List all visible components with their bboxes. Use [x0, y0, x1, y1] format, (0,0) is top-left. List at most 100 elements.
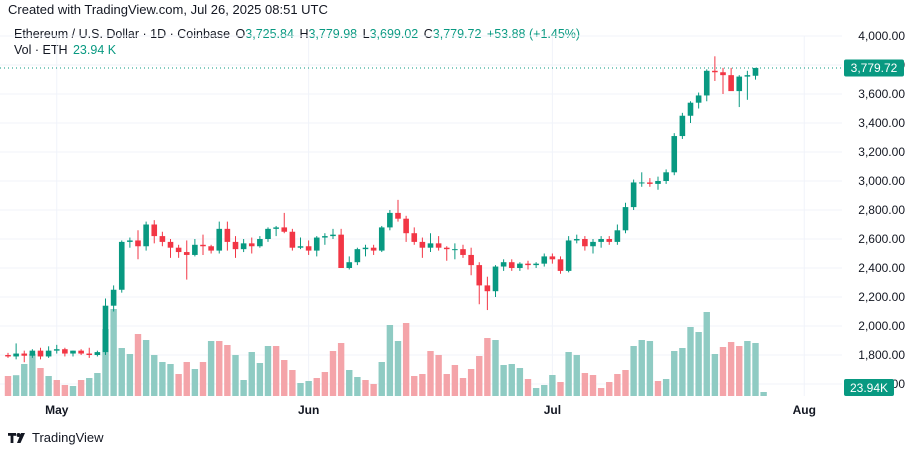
candle-body	[695, 95, 702, 103]
volume-bar	[736, 346, 743, 396]
candle	[703, 69, 710, 102]
volume-bar	[419, 374, 426, 396]
candle	[744, 70, 751, 100]
candle	[638, 172, 645, 187]
candle-body	[736, 76, 743, 92]
close-value: 3,779.72	[432, 27, 482, 41]
high-label: H	[299, 27, 309, 41]
volume-bar	[272, 346, 280, 396]
volume-bar	[102, 329, 109, 396]
volume-bar	[541, 385, 548, 396]
volume-bar	[142, 340, 150, 396]
candle	[21, 350, 28, 363]
candle-body	[118, 241, 125, 290]
candle	[289, 228, 296, 251]
current-volume-tag: 23.94K	[844, 379, 894, 396]
volume-bar	[305, 381, 312, 396]
volume-bar	[240, 380, 247, 396]
candle-body	[500, 262, 507, 267]
y-tick-label: 3,400.00	[858, 116, 905, 130]
candle	[452, 243, 458, 260]
candle-body	[224, 228, 231, 242]
candle	[110, 285, 117, 312]
volume-bar	[207, 341, 215, 396]
candle-body	[78, 350, 84, 354]
candle-body	[712, 70, 718, 73]
candle-body	[452, 249, 458, 251]
candle-body	[354, 249, 361, 263]
candle	[517, 262, 523, 271]
grid-lines	[0, 35, 842, 396]
time-axis[interactable]: May Jun Jul Aug	[45, 403, 816, 417]
volume-bar	[232, 355, 239, 396]
candle-body	[484, 285, 491, 292]
close-label: C	[423, 27, 433, 41]
y-tick-label: 3,000.00	[858, 174, 905, 188]
candle	[118, 240, 125, 293]
candle	[598, 236, 604, 248]
candle	[338, 228, 344, 268]
candle	[37, 347, 44, 360]
candle	[476, 262, 483, 305]
footer-brand[interactable]: TradingView	[8, 430, 104, 445]
volume-bar	[386, 325, 394, 396]
candle	[192, 239, 198, 257]
price-axis[interactable]: 4,000.003,800.003,600.003,400.003,200.00…	[858, 29, 905, 391]
y-tick-label: 2,000.00	[858, 319, 905, 333]
candle-body	[248, 243, 255, 247]
volume-label[interactable]: Vol · ETH	[14, 43, 68, 57]
low-value: 3,699.02	[369, 27, 419, 41]
candle-body	[29, 350, 36, 356]
volume-bar	[557, 382, 564, 396]
candle	[655, 176, 661, 190]
volume-bar	[654, 381, 662, 396]
volume-bar	[614, 374, 621, 396]
candles	[5, 56, 759, 363]
candle-body	[297, 246, 304, 248]
volume-bar	[61, 385, 69, 396]
volume-bar	[679, 348, 686, 396]
candle-body	[346, 262, 353, 268]
candle-body	[370, 247, 377, 251]
legend-ohlc: Ethereum / U.S. Dollar · 1D · Coinbase O…	[14, 27, 580, 41]
candle-body	[728, 75, 734, 92]
volume-bar	[671, 351, 678, 396]
candle	[736, 75, 743, 108]
candle-body	[687, 102, 694, 116]
candle-body	[508, 262, 515, 268]
volume-bar	[516, 368, 524, 396]
candle-body	[703, 70, 710, 96]
volume-bar	[378, 362, 385, 396]
candle	[614, 224, 621, 245]
volume-bar	[727, 342, 735, 396]
candle-body	[13, 353, 19, 357]
candle	[200, 234, 206, 255]
candle-body	[435, 243, 442, 248]
candle-body	[590, 241, 596, 247]
candle	[622, 202, 629, 234]
candle	[695, 92, 702, 109]
volume-bar	[606, 382, 613, 396]
volume-bar	[4, 376, 12, 396]
candle	[752, 67, 759, 80]
symbol-label[interactable]: Ethereum / U.S. Dollar · 1D · Coinbase	[14, 27, 231, 41]
candle-body	[362, 247, 369, 250]
volume-bar	[622, 370, 629, 396]
candle-body	[37, 350, 44, 357]
candle-body	[598, 239, 604, 242]
candle	[313, 236, 320, 257]
candle	[525, 260, 531, 270]
candle	[679, 112, 686, 139]
y-tick-label: 1,800.00	[858, 348, 905, 362]
volume-bar	[321, 372, 329, 396]
candle	[297, 237, 304, 250]
candle	[435, 236, 442, 251]
candle	[557, 256, 564, 274]
candle	[411, 227, 418, 245]
volume-bar	[29, 354, 36, 396]
volume-bar	[256, 363, 264, 396]
volume-bar	[638, 340, 645, 396]
candle-body	[94, 352, 101, 355]
candle-body	[476, 265, 483, 286]
